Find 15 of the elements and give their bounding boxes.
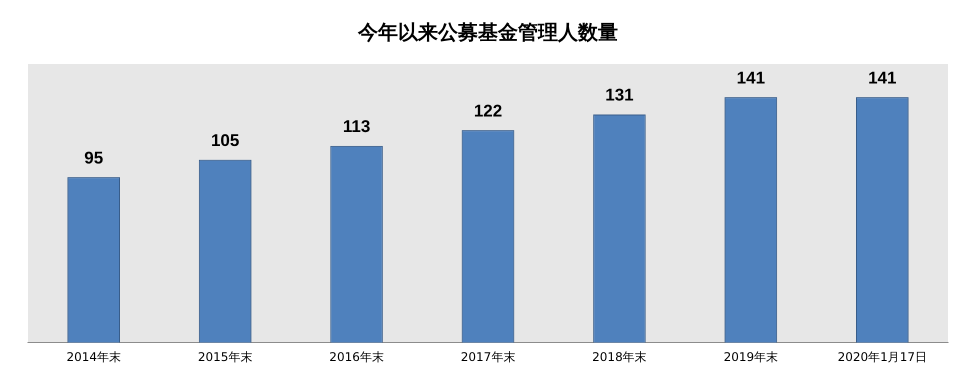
- x-tick-label: 2019年末: [724, 350, 778, 364]
- data-label: 95: [84, 148, 104, 168]
- x-tick-label: 2015年末: [198, 350, 252, 364]
- data-label: 105: [210, 130, 240, 150]
- data-label: 131: [605, 86, 634, 105]
- x-tick-label: 2014年末: [66, 350, 121, 364]
- data-label: 122: [474, 101, 502, 120]
- data-label: 141: [736, 68, 766, 88]
- data-label: 113: [342, 117, 370, 136]
- x-tick-label: 2016年末: [329, 350, 384, 364]
- x-tick-label: 2017年末: [460, 350, 516, 364]
- chart-title: 今年以来公募基金管理人数量: [357, 20, 618, 44]
- x-tick-label: 2018年末: [592, 350, 647, 364]
- x-tick-label: 2020年1月17日: [838, 350, 928, 364]
- data-label: 141: [868, 68, 896, 88]
